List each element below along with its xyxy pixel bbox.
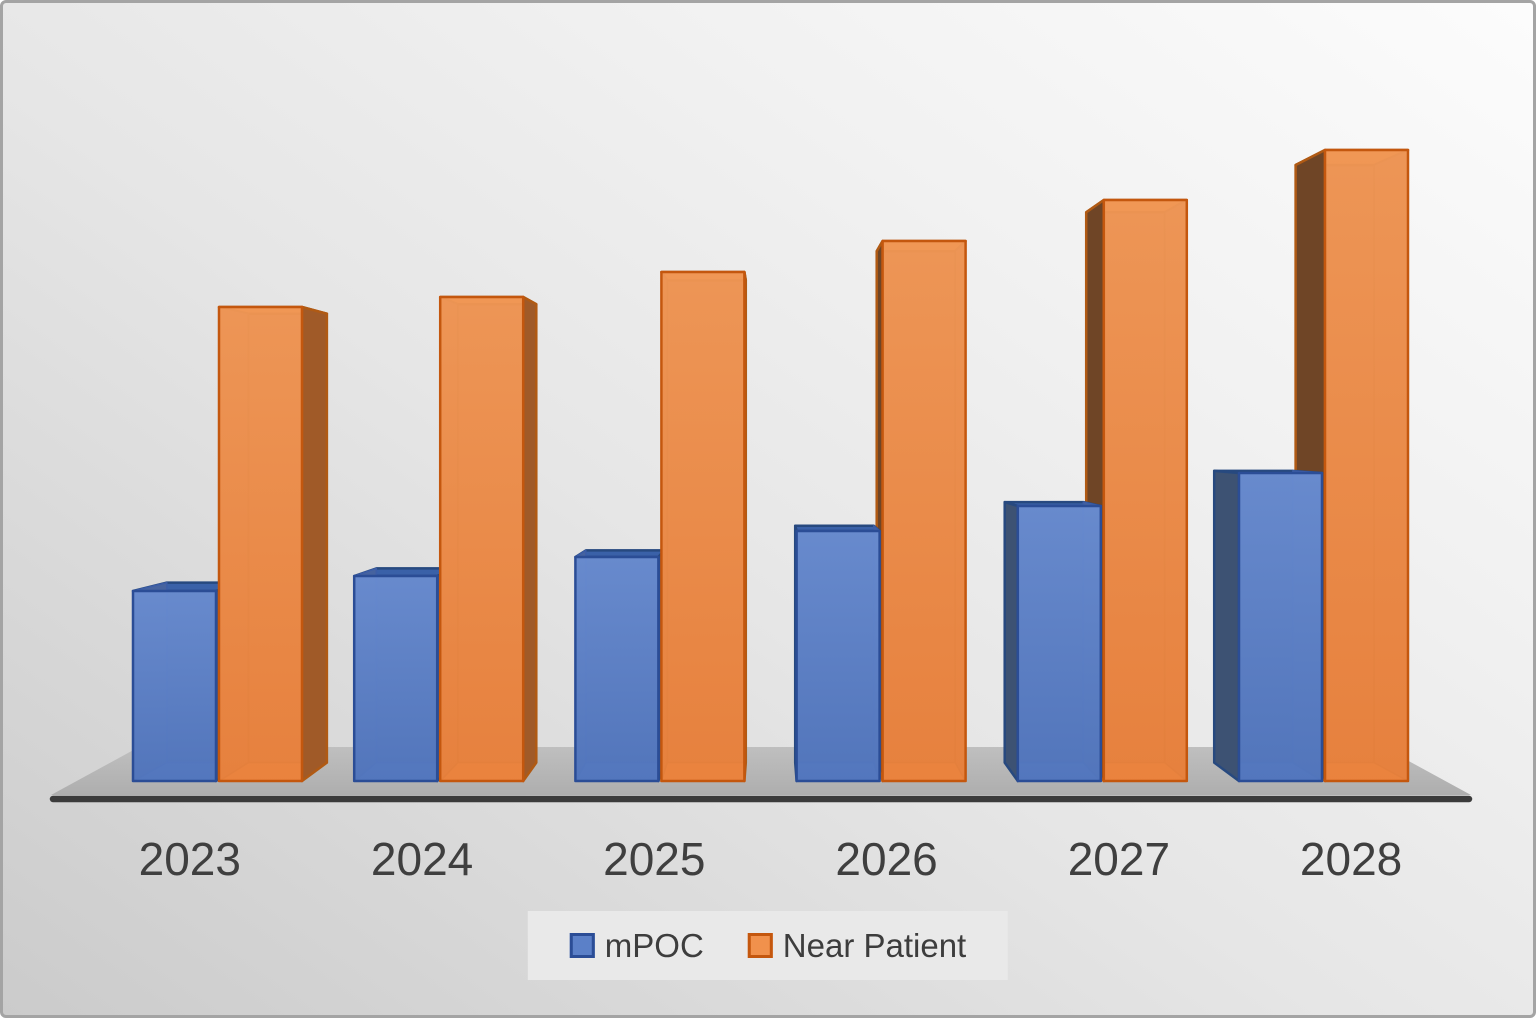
category-label-2026: 2026 — [835, 833, 937, 885]
bar-near-patient-2027-front-face — [1102, 198, 1189, 783]
bar-near-patient-2025-front-face — [660, 270, 746, 783]
bar-mpoc-2028-front-face — [1237, 471, 1324, 783]
legend-item-mpoc: mPOC — [569, 927, 704, 964]
bar-mpoc-2026-front-face — [795, 529, 881, 783]
category-label-2023: 2023 — [139, 833, 241, 885]
bar-mpoc-2027-front-face — [1016, 504, 1103, 783]
category-label-2028: 2028 — [1300, 833, 1402, 885]
category-label-2027: 2027 — [1068, 833, 1170, 885]
bar-mpoc-2024-front-face — [352, 574, 439, 783]
bar-near-patient-2027 — [1084, 198, 1189, 783]
bar-mpoc-2028 — [1212, 469, 1324, 783]
bar-mpoc-2026 — [793, 524, 881, 783]
category-label-2025: 2025 — [603, 833, 705, 885]
chart-legend: mPOC Near Patient — [527, 911, 1009, 980]
bar-mpoc-2025-front-face — [574, 555, 660, 783]
bar-mpoc-2025 — [574, 549, 666, 783]
bar-near-patient-2026-front-face — [881, 239, 967, 783]
legend-label-mpoc: mPOC — [604, 927, 704, 964]
legend-item-near-patient: Near Patient — [747, 927, 967, 964]
bar-mpoc-2028-left-face — [1212, 469, 1241, 783]
category-label-2024: 2024 — [371, 833, 473, 885]
bar-near-patient-2023-front-face — [217, 305, 304, 783]
bar-chart-canvas: 2023 2024 2025 2026 2027 2028 — [49, 148, 1473, 885]
bar-near-patient-2024-front-face — [438, 295, 525, 783]
bar-near-patient-2026 — [875, 239, 967, 783]
bar-near-patient-2023 — [217, 305, 329, 783]
bar-near-patient-2028-front-face — [1323, 148, 1410, 783]
bar-mpoc-2027-left-face — [1003, 500, 1020, 783]
bar-near-patient-2025 — [660, 270, 748, 783]
bar-mpoc-2023-front-face — [131, 589, 218, 783]
bar-mpoc-2027 — [1003, 500, 1103, 783]
legend-label-near-patient: Near Patient — [782, 927, 967, 964]
bar-near-patient-2024-right-face — [521, 295, 538, 783]
legend-swatch-mpoc — [569, 933, 595, 958]
bar-near-patient-2023-right-face — [300, 305, 329, 783]
bar-near-patient-2024 — [438, 295, 538, 783]
legend-swatch-near-patient — [747, 933, 773, 958]
